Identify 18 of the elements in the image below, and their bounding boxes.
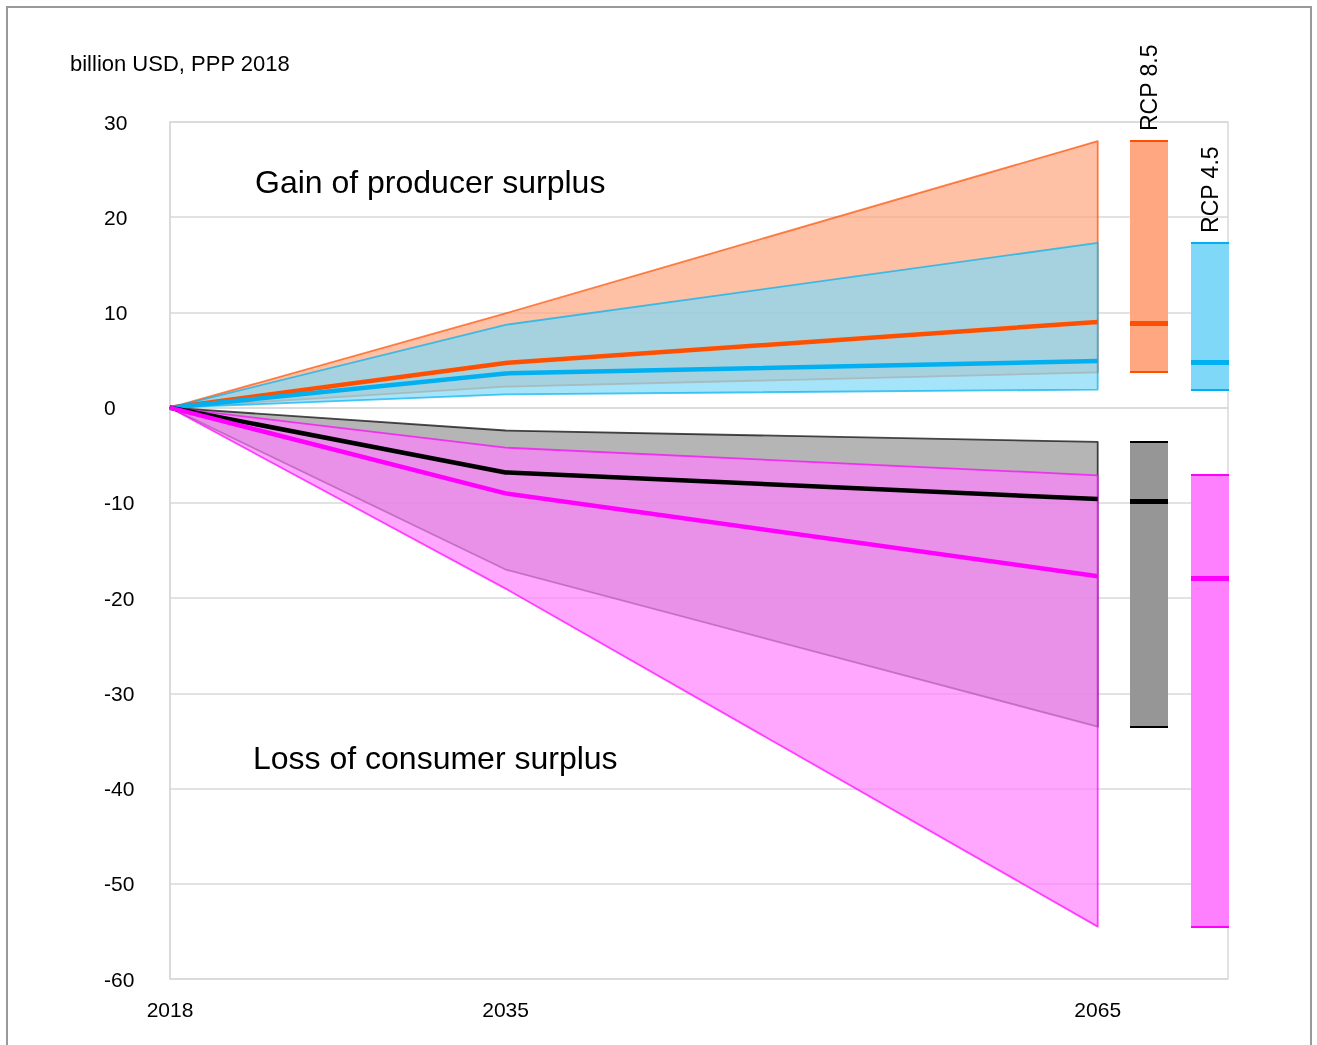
annotation: Gain of producer surplus (255, 164, 606, 200)
x-tick-label: 2065 (1074, 998, 1122, 1021)
y-tick-label: -30 (104, 681, 135, 705)
x-tick-label: 2035 (482, 998, 529, 1021)
y-tick-label: 20 (104, 205, 128, 229)
y-tick-label: -40 (104, 777, 135, 801)
text: RCP 4.5 (1196, 146, 1223, 233)
text: RCP 8.5 (1135, 44, 1162, 132)
y-axis-title: billion USD, PPP 2018 (70, 50, 290, 76)
y-tick-label: -60 (104, 967, 135, 991)
y-tick-label: 0 (104, 396, 116, 420)
y-tick-label: -10 (104, 491, 135, 515)
x-tick-label: 2018 (146, 998, 194, 1021)
y-tick-label: -50 (104, 872, 135, 896)
y-tick-label: -20 (104, 586, 135, 610)
annotation: Loss of consumer surplus (253, 740, 618, 776)
y-tick-label: 10 (104, 300, 128, 324)
y-tick-label: 30 (104, 110, 128, 134)
